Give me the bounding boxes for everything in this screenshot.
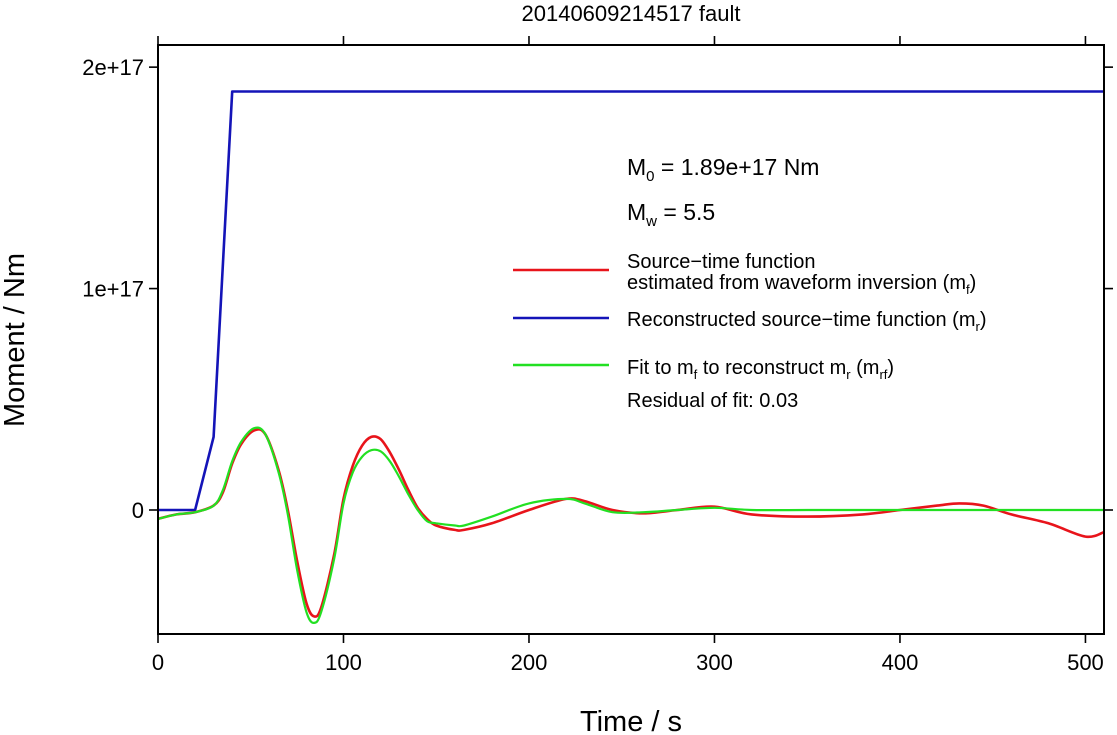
legend-mf-text: estimated from waveform inversion (m [627, 272, 966, 294]
mw-value: = 5.5 [657, 199, 715, 225]
m0-symbol: M [627, 154, 646, 180]
legend-mr-text: Reconstructed source−time function (m [627, 309, 976, 331]
m0-annotation: M0 = 1.89e+17 Nm [627, 154, 819, 185]
m0-subscript: 0 [646, 168, 654, 185]
legend-mrf-subscript-f: f [694, 367, 698, 382]
legend-mrf-text-b: to reconstruct m [697, 357, 846, 379]
series-layer [157, 90, 1105, 624]
legend: Source−time function estimated from wave… [513, 251, 987, 412]
legend-mrf-subscript-rf: rf [879, 367, 887, 382]
y-tick-label: 1e+17 [82, 277, 144, 302]
legend-label-mrf: Fit to mf to reconstruct mr (mrf) [627, 357, 894, 382]
legend-mr-subscript: r [976, 319, 981, 334]
legend-label-mf-line1: Source−time function [627, 251, 815, 273]
legend-mr-close: ) [980, 309, 987, 331]
mw-symbol: M [627, 199, 646, 225]
x-tick-label: 500 [1067, 650, 1104, 675]
x-tick-label: 100 [325, 650, 362, 675]
x-tick-label: 0 [152, 650, 164, 675]
m0-value: = 1.89e+17 Nm [655, 154, 820, 180]
x-tick-label: 200 [511, 650, 548, 675]
legend-mrf-close: ) [887, 357, 894, 379]
legend-mrf-text-a: Fit to m [627, 357, 694, 379]
legend-mf-subscript: f [966, 282, 970, 297]
ticks-layer: 0 100 200 300 400 500 0 1e+17 2e+17 [82, 36, 1113, 675]
legend-label-mr: Reconstructed source−time function (mr) [627, 309, 987, 334]
legend-mrf-text-c: (m [851, 357, 880, 379]
x-tick-label: 300 [696, 650, 733, 675]
residual-annotation: Residual of fit: 0.03 [627, 390, 798, 412]
mw-annotation: Mw = 5.5 [627, 199, 715, 230]
plot-frame [157, 44, 1105, 635]
mw-subscript: w [645, 213, 657, 230]
y-axis-title: Moment / Nm [0, 253, 31, 427]
x-axis-title: Time / s [580, 706, 682, 735]
legend-label-mf-line2: estimated from waveform inversion (mf) [627, 272, 976, 297]
y-tick-label: 0 [132, 498, 144, 523]
series-line-mrf [157, 426, 1104, 624]
y-tick-label: 2e+17 [82, 55, 144, 80]
legend-mrf-subscript-r: r [846, 367, 851, 382]
x-tick-label: 400 [882, 650, 919, 675]
legend-mf-close: ) [970, 272, 977, 294]
chart-title: 20140609214517 fault [522, 1, 741, 26]
series-line-mr [158, 90, 1104, 512]
